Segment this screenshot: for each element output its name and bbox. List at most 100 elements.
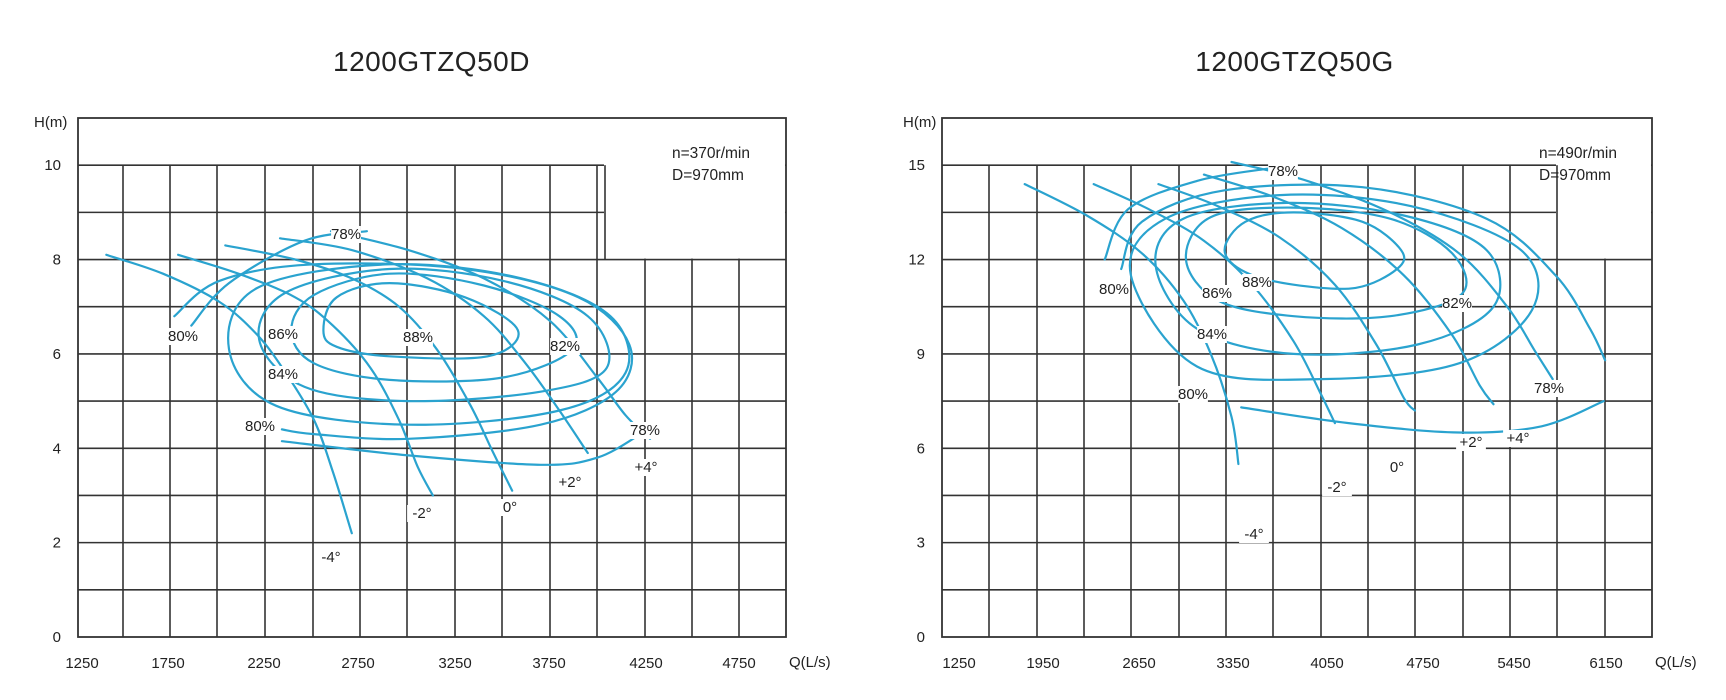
x-tick-label: 4050 (1310, 655, 1343, 672)
efficiency-curve-82pct (1128, 193, 1540, 381)
x-tick-label: 1750 (151, 655, 184, 672)
blade-angle-label: +2° (558, 474, 581, 491)
y-tick-label: 12 (908, 252, 925, 269)
x-tick-label: 2650 (1122, 655, 1155, 672)
x-tick-label: 1250 (65, 655, 98, 672)
x-tick-label: 2750 (341, 655, 374, 672)
curve-label-bg (1456, 434, 1486, 451)
efficiency-label: 78% (630, 422, 660, 439)
blade-angle-curve-minus2deg (177, 253, 434, 497)
efficiency-curve-78pct (280, 433, 642, 466)
y-tick-label: 0 (53, 629, 61, 646)
y-tick-label: 10 (44, 157, 61, 174)
efficiency-label: 86% (1202, 285, 1232, 302)
blade-angle-label: -2° (1327, 479, 1346, 496)
chart-title-right: 1200GTZQ50G (1195, 46, 1394, 77)
chart-svg-right: 1250 1950 2650 3350 4050 4750 5450 6150 0 3 6 9 12 15… (903, 114, 1697, 672)
x-tick-label: 3750 (532, 655, 565, 672)
curve-label-bg (407, 505, 437, 522)
curve-label-bg (245, 418, 275, 435)
blade-angle-curve-minus4deg (1023, 183, 1240, 466)
efficiency-label: 88% (1242, 274, 1272, 291)
y-tick-label: 9 (917, 346, 925, 363)
efficiency-label: 82% (550, 338, 580, 355)
x-tick-label: 3350 (1216, 655, 1249, 672)
tick-labels: 1250 1750 2250 2750 3250 3750 4250 4750 0 2 4 6 8 10 (44, 157, 755, 672)
info-text-line: n=370r/min (672, 145, 750, 162)
x-tick-label: 4750 (722, 655, 755, 672)
blade-angle-curve-plus4deg (1230, 160, 1554, 381)
efficiency-label: 84% (268, 366, 298, 383)
curve-label-bg (550, 338, 580, 355)
blade-angle-label: +4° (1506, 430, 1529, 447)
y-tick-label: 2 (53, 535, 61, 552)
efficiency-curve-78pct (1103, 167, 1272, 261)
efficiency-label: 78% (1268, 163, 1298, 180)
y-tick-label: 6 (917, 440, 925, 457)
y-tick-label: 8 (53, 252, 61, 269)
curve-label-bg (1197, 326, 1227, 343)
efficiency-label: 84% (1197, 326, 1227, 343)
info-text-line: n=490r/min (1539, 145, 1617, 162)
efficiency-label: 86% (268, 326, 298, 343)
efficiency-curve-84pct (257, 267, 611, 403)
efficiency-label: 80% (1099, 281, 1129, 298)
curve-labels: 88% 86% 84% 82% 80% 78% 78% 80% -4° -2° 0° +2° +4° (1099, 163, 1564, 543)
blade-angle-label: 0° (1390, 459, 1404, 476)
chart-title-left: 1200GTZQ50D (333, 46, 530, 77)
blade-angle-label: 0° (503, 499, 517, 516)
blade-angle-label: -2° (412, 505, 431, 522)
curve-label-bg (1202, 285, 1232, 302)
x-tick-label: 5450 (1497, 655, 1530, 672)
curve-label-bg (555, 474, 585, 491)
y-tick-label: 3 (917, 535, 925, 552)
curve-label-bg (168, 328, 198, 345)
efficiency-label: 88% (403, 329, 433, 346)
blade-angle-curve-0deg (1157, 183, 1416, 412)
blade-angle-label: +2° (1459, 434, 1482, 451)
curve-label-bg (1239, 526, 1269, 543)
efficiency-curve-86pct (1184, 206, 1468, 320)
curve-label-bg (1442, 295, 1472, 312)
efficiency-curve-80pct (173, 262, 634, 441)
x-axis-label: Q(L/s) (1655, 654, 1697, 671)
x-axis-label: Q(L/s) (789, 654, 831, 671)
blade-angle-curve-plus2deg (1202, 173, 1495, 406)
y-tick-label: 6 (53, 346, 61, 363)
curve-label-bg (316, 549, 346, 566)
efficiency-curve-78pct (1240, 400, 1605, 434)
blade-angle-curve-plus4deg (329, 230, 652, 440)
efficiency-label: 80% (1178, 386, 1208, 403)
plot-frame (77, 117, 787, 638)
efficiency-curve-84pct (1154, 201, 1502, 356)
blade-angle-curve-minus2deg (1092, 183, 1336, 425)
y-axis-label: H(m) (903, 114, 936, 131)
curve-label-bg (1178, 386, 1208, 403)
curve-label-bg (499, 499, 521, 516)
efficiency-label: 78% (331, 226, 361, 243)
blade-angle-curve-0deg (224, 244, 514, 492)
x-tick-label: 1250 (942, 655, 975, 672)
x-tick-label: 6150 (1589, 655, 1622, 672)
curve-label-bg (1503, 430, 1533, 447)
grid (941, 117, 1653, 638)
curve-label-bg (630, 422, 660, 439)
plot-frame (941, 117, 1653, 638)
blade-angle-curve-minus4deg (105, 253, 353, 535)
grid (77, 117, 787, 638)
curves (1023, 160, 1607, 466)
info-box (604, 119, 785, 259)
x-tick-label: 3250 (438, 655, 471, 672)
chart-panel-left: 1200GTZQ50D 1250 1750 2250 2750 3250 3750 4250… (34, 46, 831, 672)
y-tick-label: 4 (53, 440, 61, 457)
curve-label-bg (331, 226, 361, 243)
info-box (1556, 119, 1651, 259)
tick-labels: 1250 1950 2650 3350 4050 4750 5450 6150 0 3 6 9 12 15 (908, 157, 1622, 672)
curve-label-bg (631, 459, 661, 476)
info-text-line: D=970mm (1539, 167, 1611, 184)
curve-label-bg (268, 366, 298, 383)
efficiency-label: 82% (1442, 295, 1472, 312)
curve-label-bg (1242, 274, 1272, 291)
curve-label-bg (1322, 479, 1352, 496)
efficiency-label: 80% (245, 418, 275, 435)
